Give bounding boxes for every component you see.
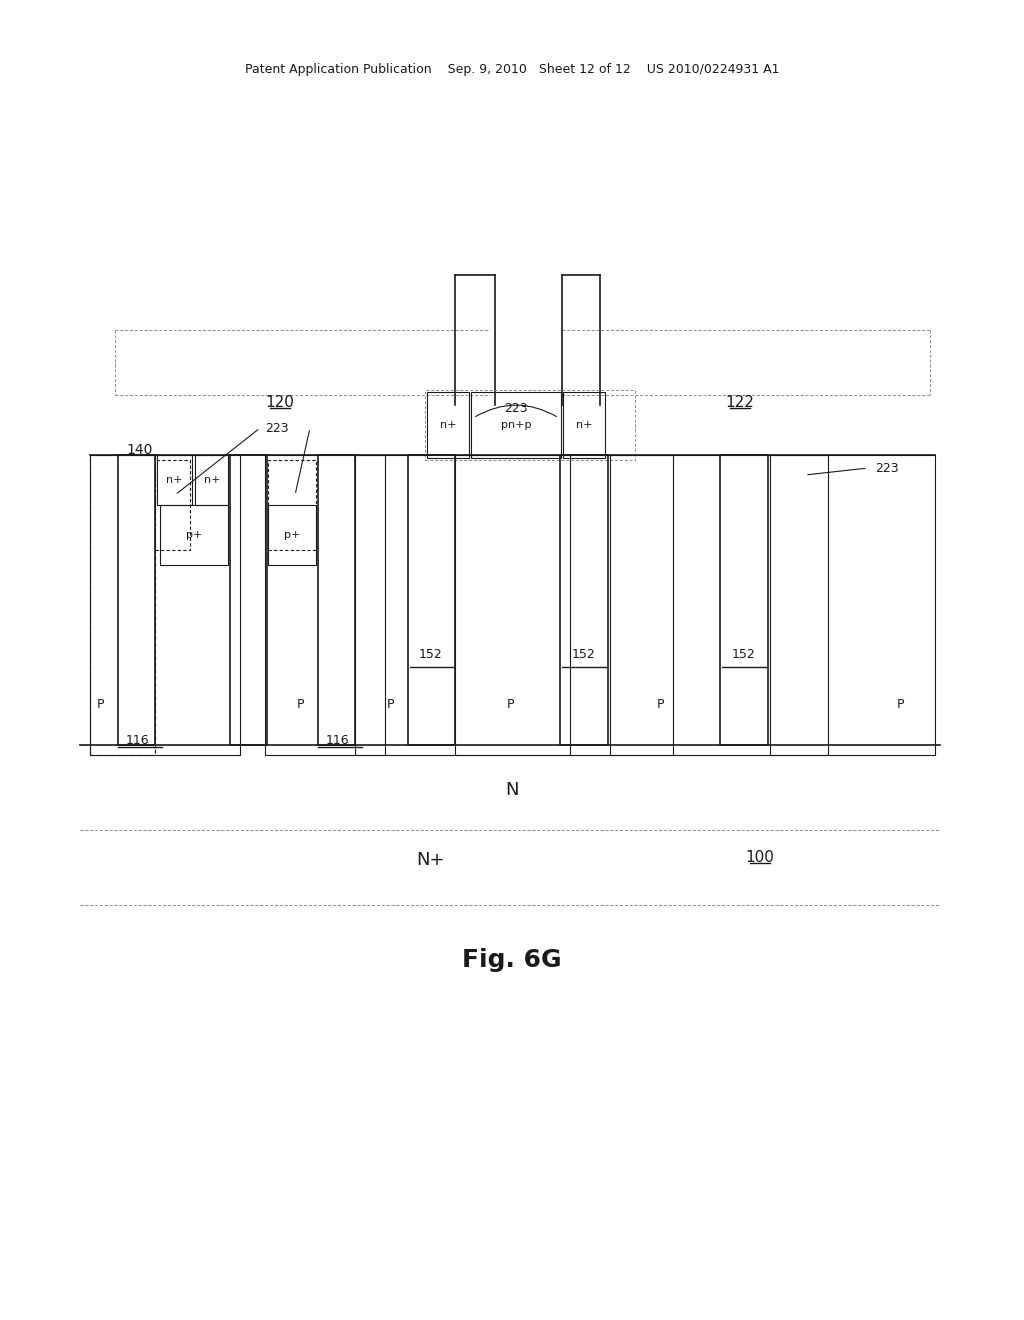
Text: n+: n+	[166, 475, 182, 484]
Text: Fig. 6G: Fig. 6G	[462, 948, 562, 972]
Bar	[610, 455, 828, 755]
Text: P: P	[896, 698, 904, 711]
Text: p+: p+	[185, 531, 202, 540]
Text: N+: N+	[416, 851, 444, 869]
Bar	[195, 455, 228, 506]
Bar	[427, 392, 469, 458]
Text: 223: 223	[874, 462, 899, 474]
Text: 152: 152	[732, 648, 756, 661]
Bar	[471, 392, 561, 458]
Bar	[563, 392, 605, 458]
Text: 122: 122	[726, 395, 755, 411]
Text: N: N	[505, 781, 519, 799]
Bar	[408, 455, 455, 744]
Bar	[560, 455, 608, 744]
Text: 116: 116	[326, 734, 349, 747]
Text: 223: 223	[265, 421, 289, 434]
Text: 152: 152	[419, 648, 442, 661]
Text: 140: 140	[127, 444, 154, 457]
Text: Patent Application Publication    Sep. 9, 2010   Sheet 12 of 12    US 2010/02249: Patent Application Publication Sep. 9, 2…	[245, 63, 779, 77]
Text: 100: 100	[745, 850, 774, 865]
Bar	[155, 459, 190, 550]
Bar	[90, 455, 155, 755]
Text: P: P	[386, 698, 394, 711]
Text: P: P	[506, 698, 514, 711]
Bar	[720, 455, 768, 744]
Text: 120: 120	[265, 395, 295, 411]
Bar	[265, 455, 385, 755]
Text: 116: 116	[125, 734, 148, 747]
Text: n+: n+	[575, 420, 592, 430]
Text: pn+p: pn+p	[501, 420, 531, 430]
Bar	[425, 389, 635, 459]
Bar	[355, 455, 570, 755]
Text: n+: n+	[204, 475, 220, 484]
Text: n+: n+	[439, 420, 457, 430]
Bar	[318, 455, 355, 744]
Bar	[230, 455, 267, 744]
Bar	[770, 455, 935, 755]
Text: p+: p+	[284, 531, 300, 540]
Bar	[268, 459, 316, 550]
Text: P: P	[96, 698, 103, 711]
Text: P: P	[656, 698, 664, 711]
Bar	[455, 455, 673, 755]
Text: P: P	[296, 698, 304, 711]
Bar	[160, 506, 228, 565]
Bar	[118, 455, 155, 744]
Bar	[90, 455, 240, 755]
Bar	[268, 506, 316, 565]
Text: 223: 223	[504, 401, 527, 414]
Text: 152: 152	[572, 648, 596, 661]
Bar	[157, 455, 193, 506]
